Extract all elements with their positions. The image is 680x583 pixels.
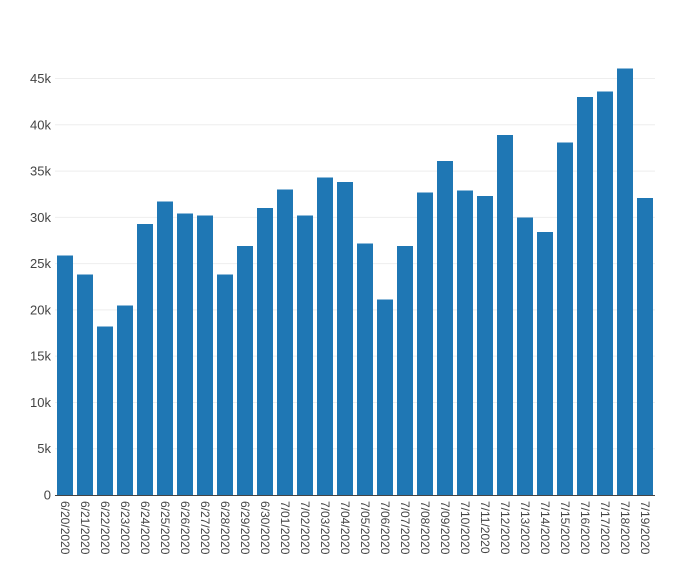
x-tick-label: 6/22/2020 xyxy=(98,501,112,555)
bar xyxy=(136,223,154,495)
bar xyxy=(116,305,134,495)
bar xyxy=(256,208,274,495)
bar xyxy=(416,192,434,495)
x-tick-label: 7/15/2020 xyxy=(558,501,572,555)
x-tick-label: 7/07/2020 xyxy=(398,501,412,555)
bar xyxy=(576,97,594,496)
bar xyxy=(536,232,554,495)
bar xyxy=(516,217,534,495)
y-tick-label: 0 xyxy=(44,488,51,503)
bar xyxy=(76,274,94,495)
gridlines xyxy=(55,78,655,450)
x-tick-label: 6/29/2020 xyxy=(238,501,252,555)
y-tick-label: 25k xyxy=(30,256,51,271)
x-axis-ticks: 6/20/2020 6/21/2020 6/22/2020 6/23/2020 6/24… xyxy=(58,501,652,555)
x-tick-label: 6/25/2020 xyxy=(158,501,172,555)
bar xyxy=(556,142,574,495)
bar xyxy=(196,215,214,496)
x-tick-label: 7/05/2020 xyxy=(358,501,372,555)
x-tick-label: 7/11/2020 xyxy=(478,501,492,554)
x-tick-label: 7/09/2020 xyxy=(438,501,452,555)
bar xyxy=(476,196,494,496)
y-tick-label: 30k xyxy=(30,210,51,225)
x-tick-label: 7/19/2020 xyxy=(638,501,652,555)
x-tick-label: 6/21/2020 xyxy=(78,501,92,555)
bar xyxy=(96,326,114,495)
y-tick-label: 40k xyxy=(30,117,51,132)
y-tick-label: 10k xyxy=(30,395,51,410)
y-axis-ticks: 0 5k 10k 15k 20k 25k 30k 35k 40k 45k xyxy=(30,71,51,502)
bar xyxy=(56,255,74,495)
x-tick-label: 7/10/2020 xyxy=(458,501,472,555)
bar xyxy=(436,160,454,495)
x-tick-label: 7/12/2020 xyxy=(498,501,512,555)
x-tick-label: 6/24/2020 xyxy=(138,501,152,555)
y-tick-label: 5k xyxy=(37,441,51,456)
bar xyxy=(216,274,234,495)
x-tick-label: 7/13/2020 xyxy=(518,501,532,555)
x-tick-label: 7/03/2020 xyxy=(318,501,332,555)
x-tick-label: 7/08/2020 xyxy=(418,501,432,555)
y-tick-label: 20k xyxy=(30,302,51,317)
bar xyxy=(376,299,394,495)
bar xyxy=(316,177,334,496)
bar xyxy=(176,213,194,495)
y-tick-label: 15k xyxy=(30,349,51,364)
x-tick-label: 6/28/2020 xyxy=(218,501,232,555)
y-tick-label: 35k xyxy=(30,164,51,179)
bars xyxy=(56,68,654,496)
x-tick-label: 7/16/2020 xyxy=(578,501,592,555)
bar xyxy=(156,201,174,496)
bar xyxy=(456,190,474,495)
x-tick-label: 7/17/2020 xyxy=(598,501,612,555)
x-tick-label: 7/04/2020 xyxy=(338,501,352,555)
x-tick-label: 6/27/2020 xyxy=(198,501,212,555)
bar xyxy=(596,91,614,495)
y-tick-label: 45k xyxy=(30,71,51,86)
bar xyxy=(636,197,654,495)
bar xyxy=(616,68,634,495)
bar xyxy=(236,246,254,495)
bar xyxy=(356,243,374,495)
bar xyxy=(496,134,514,495)
x-tick-label: 7/01/2020 xyxy=(278,501,292,555)
x-tick-label: 7/02/2020 xyxy=(298,501,312,555)
x-tick-label: 7/14/2020 xyxy=(538,501,552,555)
x-tick-label: 6/26/2020 xyxy=(178,501,192,555)
x-tick-label: 7/18/2020 xyxy=(618,501,632,555)
bar xyxy=(296,215,314,496)
bar xyxy=(276,189,294,495)
x-tick-label: 7/06/2020 xyxy=(378,501,392,555)
x-tick-label: 6/20/2020 xyxy=(58,501,72,555)
x-tick-label: 6/23/2020 xyxy=(118,501,132,555)
x-tick-label: 6/30/2020 xyxy=(258,501,272,555)
bar xyxy=(336,182,354,496)
bar xyxy=(396,246,414,495)
